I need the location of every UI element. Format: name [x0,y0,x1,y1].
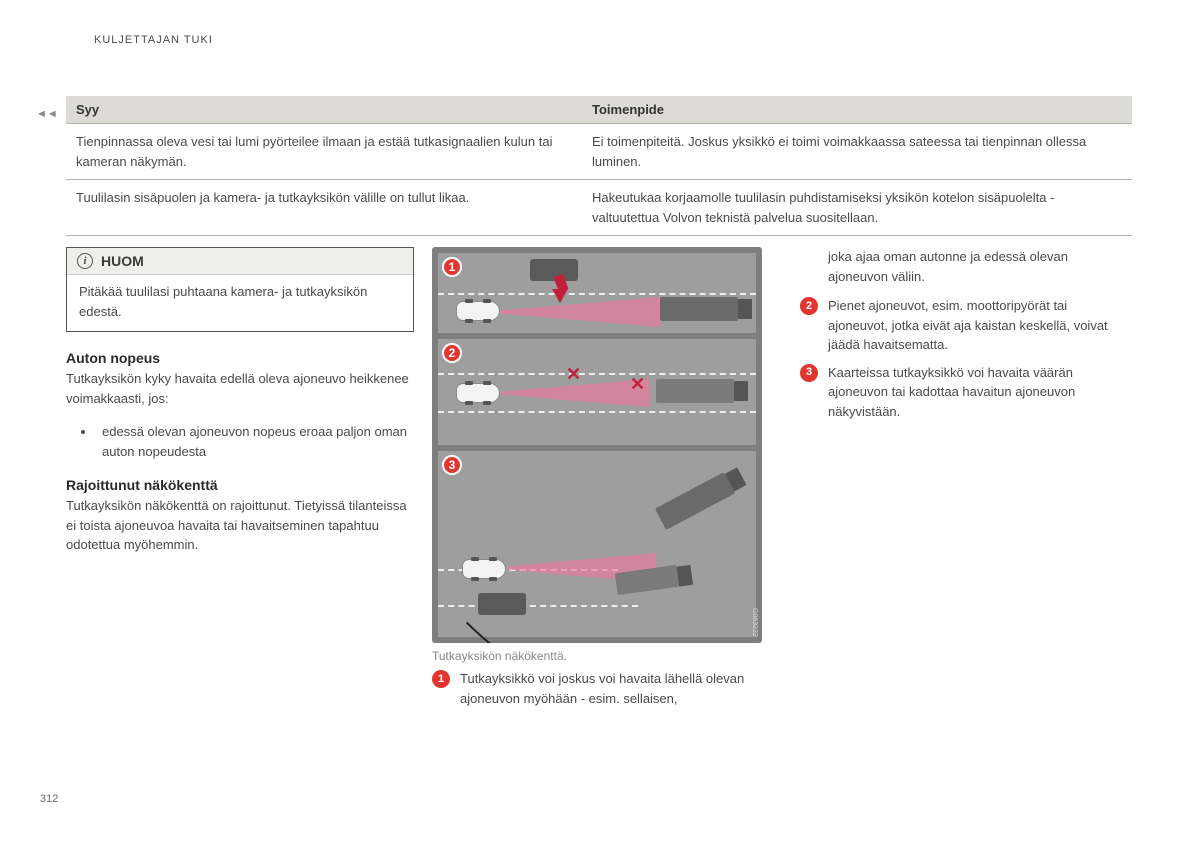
table-row: Tienpinnassa oleva vesi tai lumi pyörtei… [66,124,1132,180]
bullet-list: edessä olevan ajoneuvon nopeus eroaa pal… [96,422,414,461]
callout-text: Kaarteissa tutkayksikkö voi havaita väär… [828,363,1130,422]
table-cell: Ei toimenpiteitä. Joskus yksikkö ei toim… [582,124,1132,180]
section-title-speed: Auton nopeus [66,350,414,366]
section-title-limited: Rajoittunut näkökenttä [66,477,414,493]
table-header-action: Toimenpide [582,96,1132,124]
callout-1-continuation: joka ajaa oman autonne ja edessä olevan … [828,247,1130,286]
left-column: i HUOM Pitäkää tuulilasi puhtaana kamera… [66,247,414,569]
callout-1: 1 Tutkayksikkö voi joskus voi havaita lä… [432,669,780,708]
note-title: HUOM [101,253,144,269]
callout-number: 1 [432,670,450,688]
bullet-item: edessä olevan ajoneuvon nopeus eroaa pal… [96,422,414,461]
callout-2: 2 Pienet ajoneuvot, esim. moottoripyörät… [800,296,1130,355]
note-box: i HUOM Pitäkää tuulilasi puhtaana kamera… [66,247,414,332]
diagram-scene-3: 3 [438,451,756,637]
page-header: KULJETTAJAN TUKI [94,34,213,46]
table-header-cause: Syy [66,96,582,124]
callout-text: Tutkayksikkö voi joskus voi havaita lähe… [460,669,780,708]
section-text-limited: Tutkayksikön näkökenttä on rajoittunut. … [66,496,414,555]
callout-number: 2 [800,297,818,315]
right-column: joka ajaa oman autonne ja edessä olevan … [800,247,1130,429]
table-cell: Hakeutukaa korjaamolle tuulilasin puhdis… [582,180,1132,236]
middle-column: 1 2 ✕ ✕ 3 [432,247,780,716]
callout-text: Pienet ajoneuvot, esim. moottoripyörät t… [828,296,1130,355]
figure-caption: Tutkayksikön näkökenttä. [432,649,780,663]
note-body: Pitäkää tuulilasi puhtaana kamera- ja tu… [67,275,413,331]
radar-diagram: 1 2 ✕ ✕ 3 [432,247,762,643]
section-text-speed: Tutkayksikön kyky havaita edellä oleva a… [66,369,414,408]
own-car-icon [462,559,506,579]
table-row: Tuulilasin sisäpuolen ja kamera- ja tutk… [66,180,1132,236]
image-id: G063222 [751,608,758,637]
van-icon [478,593,526,615]
table-cell: Tuulilasin sisäpuolen ja kamera- ja tutk… [66,180,582,236]
callout-3: 3 Kaarteissa tutkayksikkö voi havaita vä… [800,363,1130,422]
callout-number: 3 [800,364,818,382]
cause-action-table: Syy Toimenpide Tienpinnassa oleva vesi t… [66,96,1132,236]
table-cell: Tienpinnassa oleva vesi tai lumi pyörtei… [66,124,582,180]
info-icon: i [77,253,93,269]
page-number: 312 [40,793,58,805]
continuation-marker: ◄◄ [36,108,58,120]
note-header: i HUOM [67,248,413,275]
